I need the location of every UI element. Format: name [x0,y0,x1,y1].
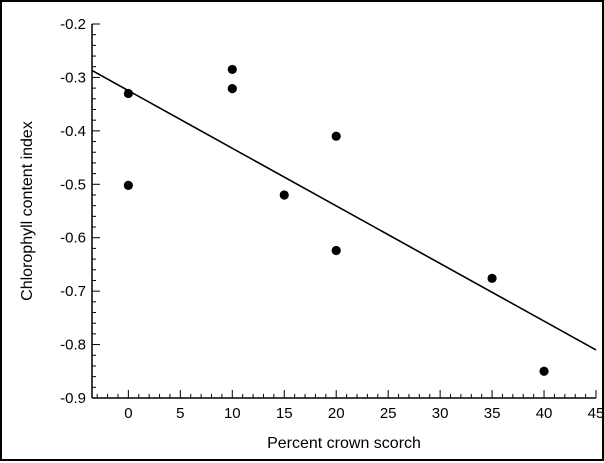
x-tick-label: 20 [328,405,345,422]
x-tick-label: 5 [176,405,184,422]
x-tick-label: 35 [484,405,501,422]
y-tick-label: -0.3 [60,69,86,86]
data-point [331,245,341,256]
y-tick-label: -0.9 [60,390,86,407]
x-tick-label: 25 [380,405,397,422]
y-axis-ticks: -0.2 -0.3 -0.4 -0.5 -0.6 -0.7 -0.8 -0.9 [60,16,100,407]
data-point [279,190,289,200]
x-tick-label: 30 [432,405,449,422]
x-tick-label: 10 [224,405,241,422]
y-tick-label: -0.4 [60,123,86,140]
data-point [487,273,497,283]
y-tick-label: -0.6 [60,230,86,247]
data-point [227,64,237,75]
data-point [123,180,133,190]
data-point [123,88,133,99]
y-tick-label: -0.5 [60,176,86,193]
data-point [227,84,237,94]
x-axis-title: Percent crown scorch [267,435,421,452]
data-point [331,131,341,141]
y-tick-label: -0.7 [60,283,86,300]
x-tick-label: 0 [124,405,132,422]
y-axis-title: Chlorophyll content index [19,121,36,301]
y-tick-label: -0.8 [60,337,86,354]
x-tick-label: 40 [536,405,553,422]
x-tick-label: 45 [588,405,604,422]
y-tick-label: -0.2 [60,16,86,33]
x-tick-label: 15 [276,405,293,422]
data-point [539,366,549,376]
x-axis-ticks: 0 5 10 15 20 25 30 35 40 45 [96,390,604,422]
trend-line [91,69,597,351]
data-points [123,64,549,376]
